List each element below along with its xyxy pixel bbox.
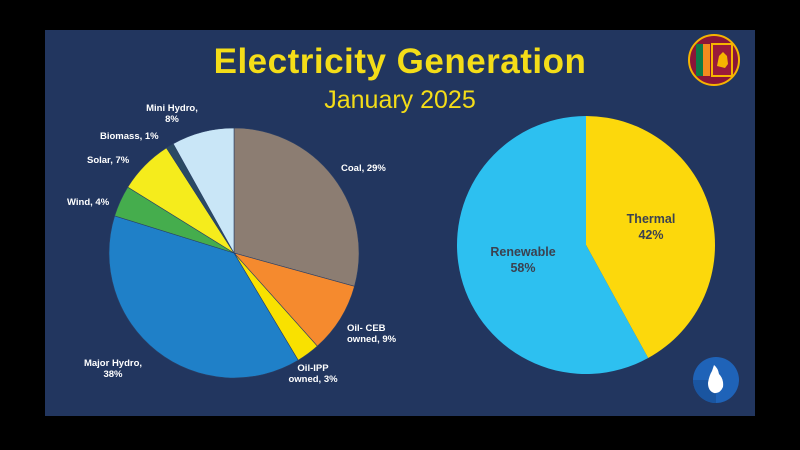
page-title: Electricity Generation bbox=[213, 42, 587, 81]
pie-slice-renewable bbox=[456, 116, 649, 374]
pie-slice-thermal bbox=[586, 116, 715, 359]
sri-lanka-flag-icon bbox=[688, 34, 740, 86]
slice-label-line: 58% bbox=[510, 261, 535, 275]
slice-label-mini-hydro: Mini Hydro, 8% bbox=[146, 103, 198, 125]
slide: Electricity Generation January 2025 Coal… bbox=[45, 30, 755, 416]
slice-label-line: owned, 9% bbox=[347, 334, 397, 345]
slice-label-line: 38% bbox=[103, 369, 123, 380]
slice-label-line: Oil- CEB bbox=[347, 323, 386, 334]
slice-label-line: Renewable bbox=[490, 245, 555, 259]
slice-label-solar-7: Solar, 7% bbox=[87, 155, 130, 166]
slice-label-line: owned, 3% bbox=[288, 374, 338, 385]
pie-slice-coal-29 bbox=[233, 127, 360, 287]
pie-chart-2 bbox=[456, 116, 715, 374]
pie-slice-major-hydro bbox=[108, 215, 299, 379]
slice-label-line: Biomass, 1% bbox=[100, 131, 159, 142]
page-subtitle: January 2025 bbox=[324, 86, 476, 114]
charts-canvas: Coal, 29%Oil- CEB owned, 9%Oil-IPP owned, … bbox=[67, 103, 715, 385]
slice-label-line: 8% bbox=[165, 114, 179, 125]
slice-label-line: Major Hydro, bbox=[84, 358, 142, 369]
slice-label-biomass-1: Biomass, 1% bbox=[100, 131, 159, 142]
slice-label-line: Mini Hydro, bbox=[146, 103, 198, 114]
pie-chart-1 bbox=[108, 127, 360, 379]
pie-slice-mini-hydro bbox=[172, 127, 235, 255]
slice-label-thermal: Thermal 42% bbox=[627, 212, 676, 242]
slice-label-line: Thermal bbox=[627, 212, 676, 226]
slice-label-wind-4: Wind, 4% bbox=[67, 197, 110, 208]
slice-label-line: Solar, 7% bbox=[87, 155, 130, 166]
slice-label-line: Coal, 29% bbox=[341, 163, 386, 174]
slice-label-renewable: Renewable 58% bbox=[490, 245, 555, 275]
slice-label-major-hydro: Major Hydro, 38% bbox=[84, 358, 142, 380]
slice-label-line: Wind, 4% bbox=[67, 197, 110, 208]
slice-label-coal-29: Coal, 29% bbox=[341, 163, 386, 174]
slice-label-line: 42% bbox=[638, 228, 663, 242]
sri-lanka-map-icon bbox=[693, 357, 739, 403]
slice-label-oil-ceb: Oil- CEB owned, 9% bbox=[347, 323, 397, 345]
slice-label-line: Oil-IPP bbox=[297, 363, 329, 374]
slice-label-oil-ipp: Oil-IPP owned, 3% bbox=[288, 363, 338, 385]
